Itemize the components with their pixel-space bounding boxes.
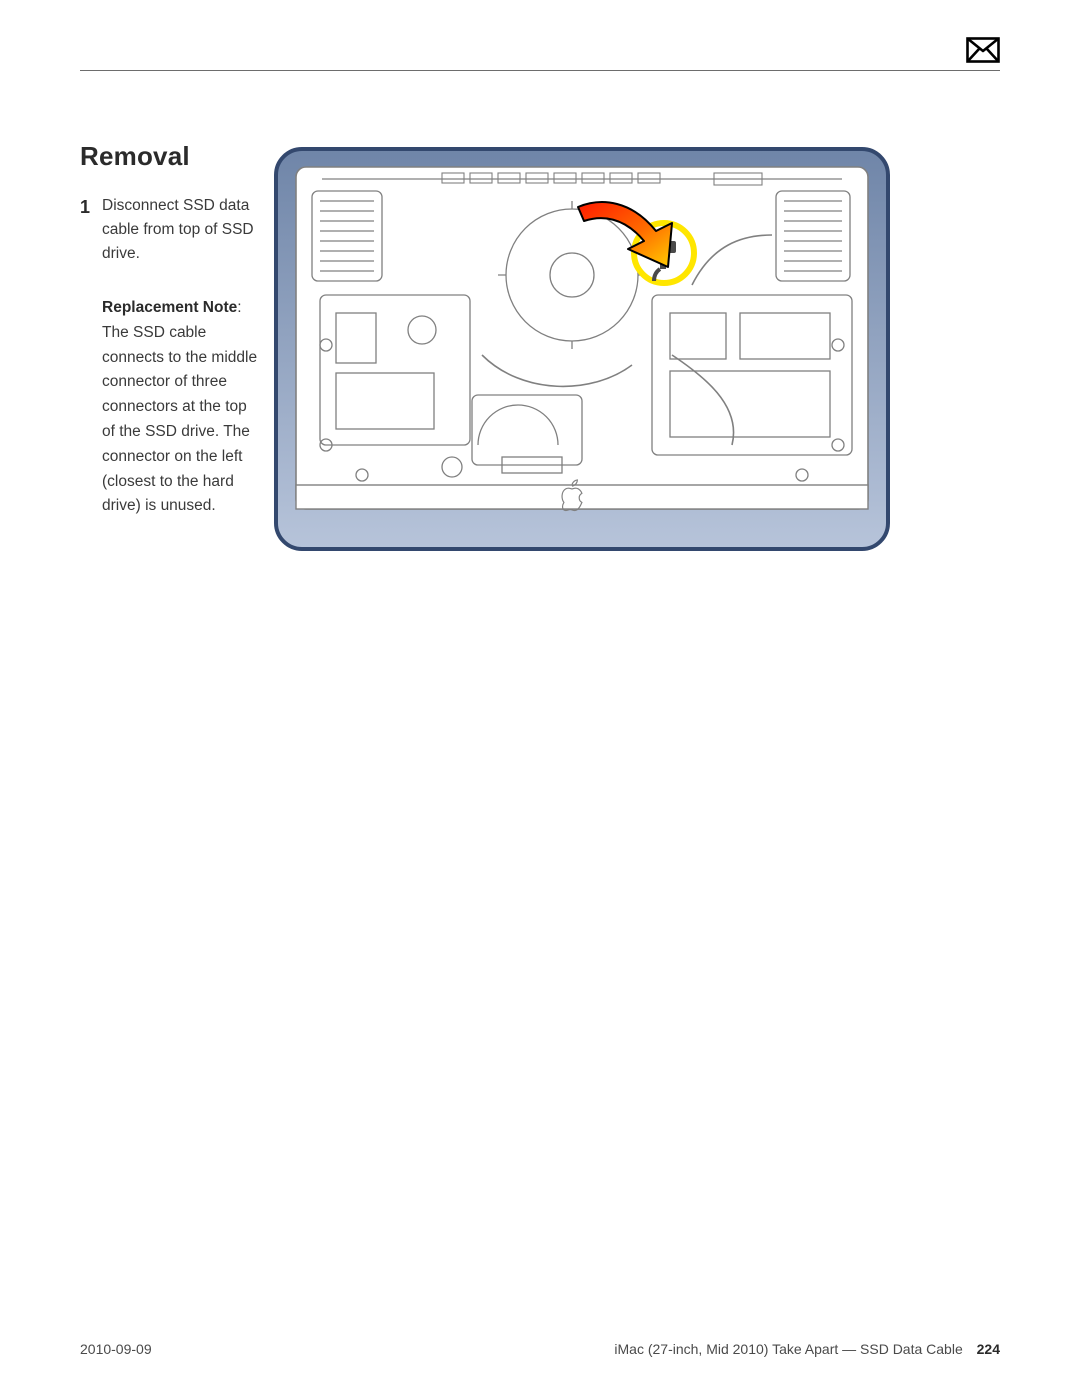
note-text: : The SSD cable connects to the middle c… [102, 299, 257, 514]
section-title: Removal [80, 141, 258, 172]
footer-date: 2010-09-09 [80, 1341, 152, 1357]
page-footer: 2010-09-09 iMac (27-inch, Mid 2010) Take… [80, 1341, 1000, 1357]
text-column: Removal 1 Disconnect SSD data cable from… [80, 141, 266, 519]
header-bar [80, 36, 1000, 64]
footer-right: iMac (27-inch, Mid 2010) Take Apart — SS… [614, 1341, 1000, 1357]
footer-doc: iMac (27-inch, Mid 2010) Take Apart — SS… [614, 1341, 962, 1357]
content-row: Removal 1 Disconnect SSD data cable from… [80, 141, 1000, 555]
note-label: Replacement Note [102, 299, 237, 316]
step-text: Disconnect SSD data cable from top of SS… [102, 194, 258, 266]
step-1: 1 Disconnect SSD data cable from top of … [80, 194, 258, 266]
illustration [272, 145, 1000, 555]
step-number: 1 [80, 194, 102, 222]
footer-page-number: 224 [977, 1341, 1000, 1357]
mail-icon[interactable] [966, 37, 1000, 63]
manual-page: Removal 1 Disconnect SSD data cable from… [0, 0, 1080, 1397]
replacement-note: Replacement Note: The SSD cable connects… [80, 296, 258, 519]
header-rule [80, 70, 1000, 71]
